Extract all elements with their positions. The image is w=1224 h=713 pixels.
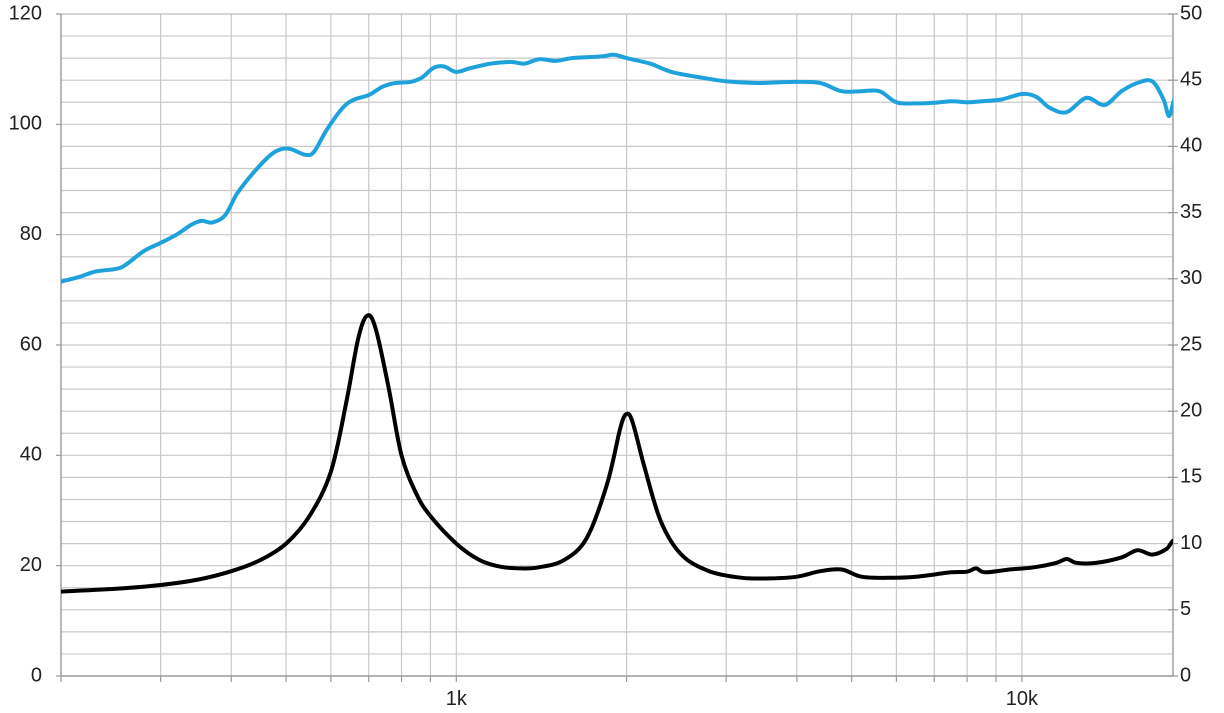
- x-tick-label: 10k: [1006, 688, 1039, 710]
- left-axis-ticks: 0 20 40 60 80 100 120: [9, 2, 42, 686]
- x-tick-label: 1k: [446, 688, 468, 710]
- right-tick-label: 5: [1180, 598, 1191, 620]
- right-tick-label: 20: [1180, 399, 1202, 421]
- right-tick-label: 50: [1180, 2, 1202, 24]
- right-tick-label: 40: [1180, 135, 1202, 157]
- x-axis-ticks: 1k 10k: [446, 688, 1039, 710]
- right-axis-ticks: 0 5 10 15 20 25 30 35 40 45 50: [1180, 2, 1202, 686]
- right-tick-label: 35: [1180, 201, 1202, 223]
- right-tick-label: 15: [1180, 466, 1202, 488]
- plot-frame: [56, 13, 1178, 682]
- left-tick-label: 80: [20, 223, 42, 245]
- left-tick-label: 120: [9, 2, 42, 24]
- left-tick-label: 20: [20, 554, 42, 576]
- right-tick-label: 45: [1180, 68, 1202, 90]
- left-tick-label: 100: [9, 113, 42, 135]
- left-tick-label: 0: [31, 664, 42, 686]
- right-tick-label: 25: [1180, 333, 1202, 355]
- right-tick-label: 30: [1180, 267, 1202, 289]
- right-tick-label: 0: [1180, 664, 1191, 686]
- left-tick-label: 60: [20, 333, 42, 355]
- right-tick-label: 10: [1180, 532, 1202, 554]
- series-line-2: [61, 313, 1173, 594]
- series-line-1: [61, 52, 1173, 284]
- grid: [61, 14, 1173, 676]
- series-group: [61, 52, 1173, 594]
- left-tick-label: 40: [20, 444, 42, 466]
